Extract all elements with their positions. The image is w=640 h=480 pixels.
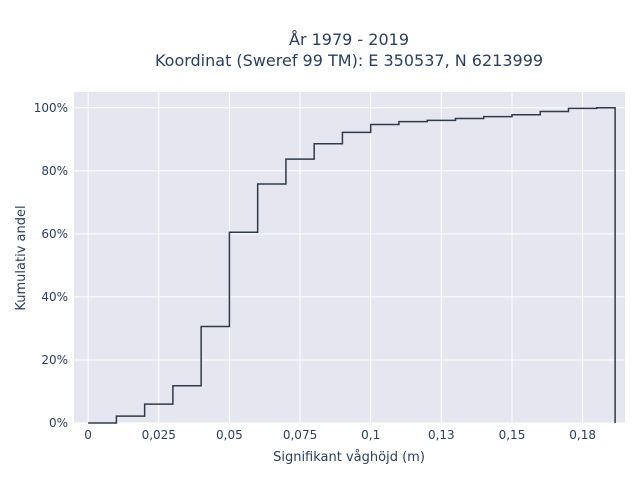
- series-layer: [88, 107, 616, 424]
- y-axis-title: Kumulativ andel: [14, 205, 29, 310]
- x-tick-label: 0,075: [283, 428, 317, 442]
- x-tick-label: 0,025: [142, 428, 176, 442]
- y-grid: [74, 107, 625, 424]
- x-axis-title: Signifikant våghöjd (m): [273, 450, 425, 465]
- x-tick-label: 0,15: [499, 428, 526, 442]
- y-tick-label: 80%: [41, 164, 68, 178]
- x-tick-label: 0,05: [216, 428, 243, 442]
- y-tick-label: 20%: [41, 353, 68, 367]
- cumulative-step-line: [88, 107, 616, 424]
- plot-area: [74, 92, 625, 423]
- x-tick-labels: 0 0,025 0,05 0,075 0,1 0,13 0,15 0,18: [84, 428, 596, 442]
- chart-title-line-2: Koordinat (Sweref 99 TM): E 350537, N 62…: [155, 51, 543, 70]
- y-tick-label: 0%: [49, 416, 68, 430]
- y-tick-labels: 0% 20% 40% 60% 80% 100%: [34, 101, 68, 430]
- x-tick-label: 0,18: [569, 428, 596, 442]
- x-tick-label: 0: [84, 428, 92, 442]
- y-tick-label: 100%: [34, 101, 68, 115]
- y-tick-label: 60%: [41, 227, 68, 241]
- y-tick-label: 40%: [41, 290, 68, 304]
- x-tick-label: 0,13: [428, 428, 455, 442]
- chart-title-line-1: År 1979 - 2019: [289, 30, 409, 49]
- x-tick-label: 0,1: [361, 428, 380, 442]
